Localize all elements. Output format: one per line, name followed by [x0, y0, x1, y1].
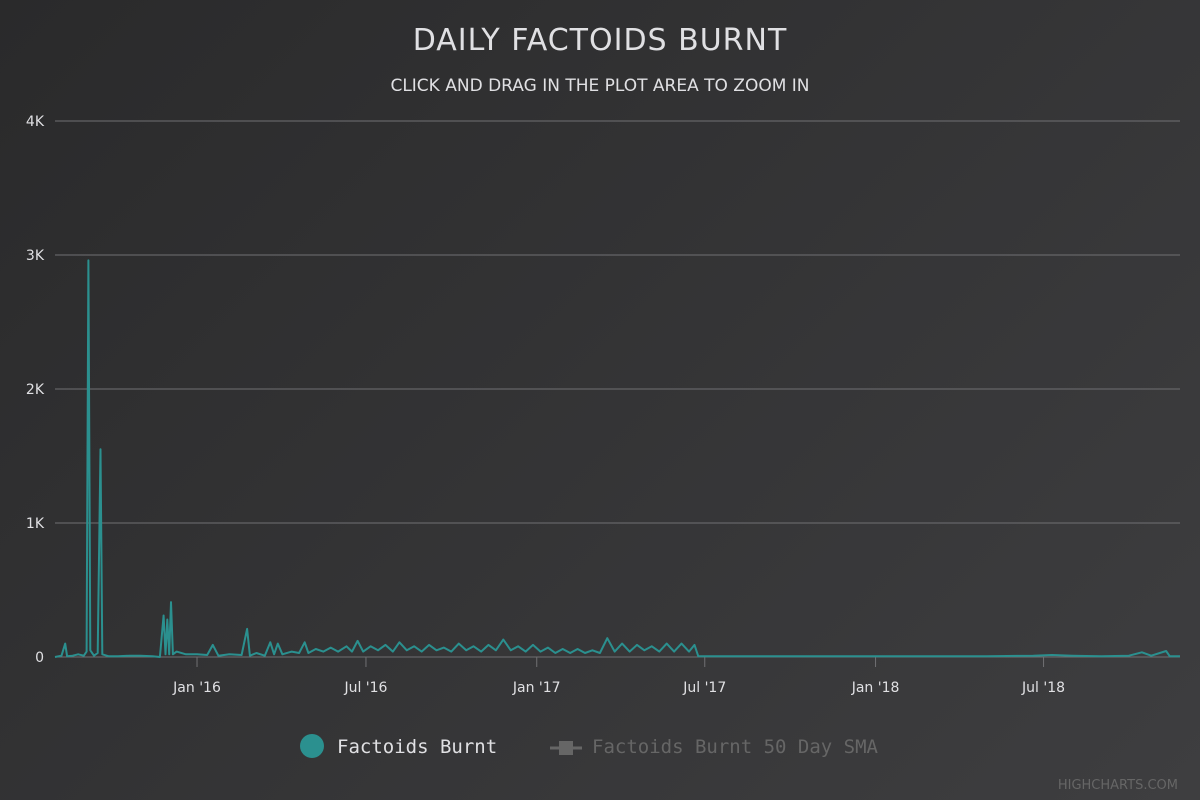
legend: Factoids Burnt Factoids Burnt 50 Day SMA — [300, 734, 879, 758]
y-tick-label: 4K — [26, 114, 45, 130]
legend-item-factoids-burnt[interactable]: Factoids Burnt — [300, 734, 497, 758]
series-area[interactable] — [54, 259, 1180, 658]
chart-subtitle: CLICK AND DRAG IN THE PLOT AREA TO ZOOM … — [390, 76, 809, 96]
legend-marker-sma — [559, 741, 573, 755]
legend-label-factoids-burnt: Factoids Burnt — [337, 736, 497, 758]
chart-title: DAILY FACTOIDS BURNT — [413, 23, 788, 58]
series-line-factoids-burnt[interactable] — [54, 259, 1180, 658]
x-tick-label: Jan '17 — [512, 680, 561, 696]
legend-item-factoids-burnt-sma[interactable]: Factoids Burnt 50 Day SMA — [550, 736, 879, 758]
x-tick-label: Jul '16 — [343, 680, 387, 696]
legend-marker-factoids-burnt — [300, 734, 324, 758]
x-tick-label: Jul '18 — [1021, 680, 1065, 696]
y-tick-label: 1K — [26, 516, 45, 532]
x-tick-label: Jul '17 — [682, 680, 726, 696]
y-gridlines — [55, 120, 1180, 658]
x-tick-label: Jan '16 — [172, 680, 221, 696]
credits-link[interactable]: HIGHCHARTS.COM — [1058, 778, 1178, 793]
x-tick-label: Jan '18 — [851, 680, 900, 696]
y-tick-label: 0 — [35, 650, 44, 666]
y-axis-labels: 0 1K 2K 3K 4K — [26, 114, 45, 666]
y-tick-label: 3K — [26, 248, 45, 264]
x-axis: Jan '16 Jul '16 Jan '17 Jul '17 Jan '18 Jul '… — [55, 656, 1180, 696]
legend-label-factoids-burnt-sma: Factoids Burnt 50 Day SMA — [592, 736, 879, 758]
y-tick-label: 2K — [26, 382, 45, 398]
